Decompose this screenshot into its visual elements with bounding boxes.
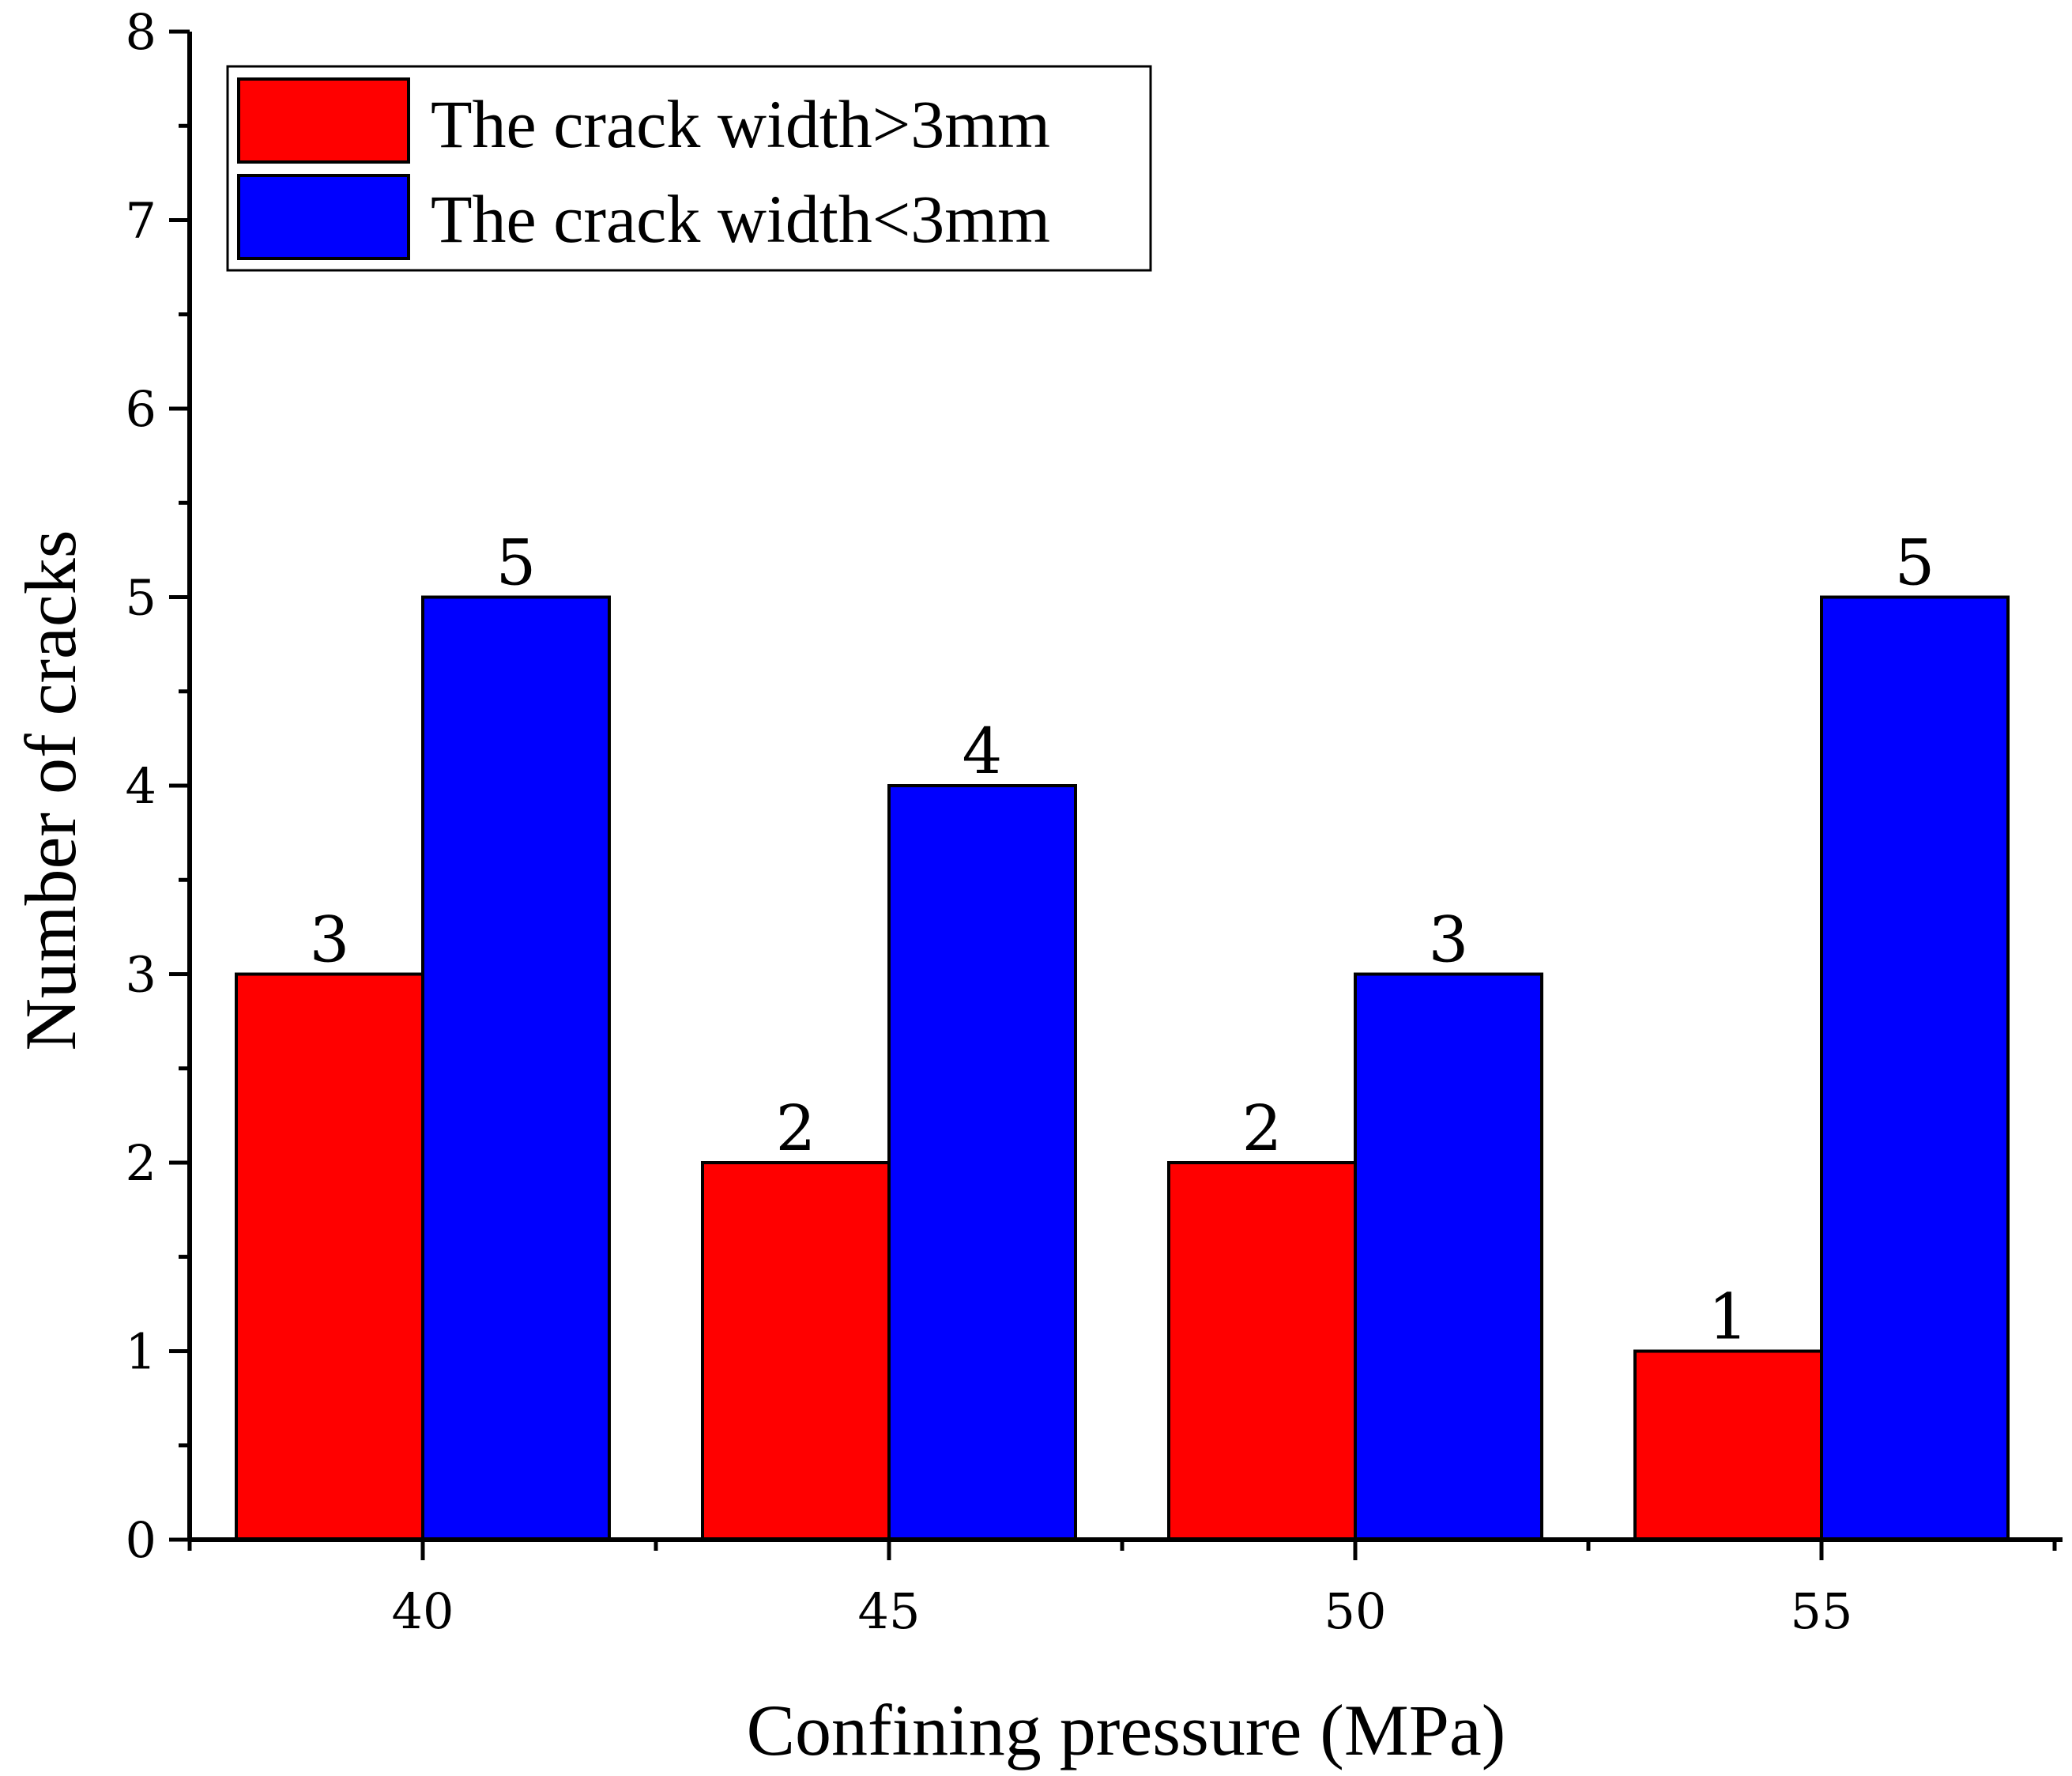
data-label-lt3mm-40: 5 bbox=[496, 526, 537, 600]
bar-gt3mm-40 bbox=[235, 972, 424, 1541]
bar-lt3mm-45 bbox=[887, 784, 1077, 1541]
bars-group bbox=[235, 595, 2010, 1541]
legend-swatch-lt3mm bbox=[237, 174, 410, 260]
y-tick-label: 5 bbox=[126, 569, 156, 627]
y-tick-label: 7 bbox=[126, 192, 156, 250]
y-tick-label: 1 bbox=[126, 1323, 156, 1381]
y-tick-label: 2 bbox=[126, 1134, 156, 1192]
y-axis-title: Number of cracks bbox=[10, 530, 91, 1050]
data-label-lt3mm-55: 5 bbox=[1895, 526, 1935, 600]
data-label-lt3mm-50: 3 bbox=[1429, 903, 1469, 977]
legend-swatch-gt3mm bbox=[237, 77, 410, 164]
data-labels-group: 3 5 2 4 2 3 1 5 bbox=[310, 526, 1935, 1354]
y-ticks-group: 0 1 2 3 4 5 6 7 8 bbox=[126, 3, 190, 1569]
bar-gt3mm-50 bbox=[1167, 1161, 1357, 1541]
data-label-lt3mm-45: 4 bbox=[963, 715, 1003, 788]
legend-label-lt3mm: The crack width<3mm bbox=[431, 181, 1050, 257]
data-label-gt3mm-50: 2 bbox=[1242, 1092, 1283, 1165]
bar-lt3mm-40 bbox=[421, 595, 611, 1541]
x-tick-label: 40 bbox=[392, 1582, 454, 1640]
x-axis-title: Confining pressure (MPa) bbox=[747, 1690, 1506, 1770]
data-label-gt3mm-40: 3 bbox=[310, 903, 350, 977]
y-tick-label: 4 bbox=[126, 757, 156, 815]
y-tick-label: 6 bbox=[126, 380, 156, 438]
x-tick-label: 55 bbox=[1791, 1582, 1853, 1640]
legend-label-gt3mm: The crack width>3mm bbox=[431, 86, 1050, 162]
bar-lt3mm-55 bbox=[1820, 595, 2010, 1541]
bar-gt3mm-55 bbox=[1633, 1349, 1823, 1541]
data-label-gt3mm-55: 1 bbox=[1708, 1280, 1749, 1354]
x-tick-label: 50 bbox=[1324, 1582, 1387, 1640]
x-tick-label: 45 bbox=[858, 1582, 921, 1640]
legend: The crack width>3mm The crack width<3mm bbox=[226, 65, 1152, 272]
x-ticks-group: 40 45 50 55 bbox=[187, 1540, 2057, 1640]
y-tick-label: 8 bbox=[126, 3, 156, 61]
y-tick-label: 3 bbox=[126, 946, 156, 1004]
y-tick-label: 0 bbox=[126, 1511, 156, 1569]
data-label-gt3mm-45: 2 bbox=[776, 1092, 816, 1165]
bar-lt3mm-50 bbox=[1354, 972, 1543, 1541]
bar-gt3mm-45 bbox=[701, 1161, 891, 1541]
